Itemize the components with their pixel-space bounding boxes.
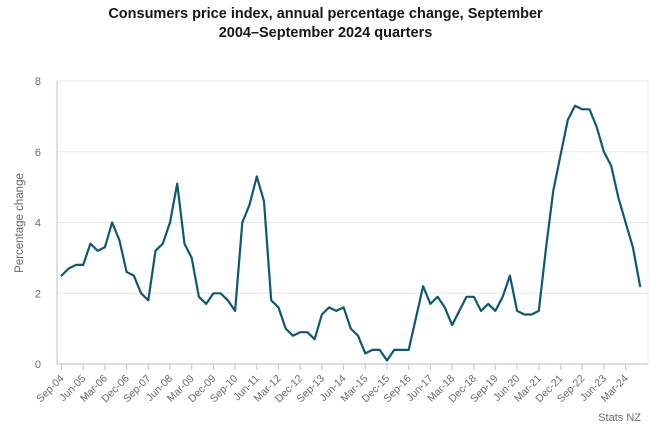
source-note: Stats NZ xyxy=(598,412,641,424)
y-tick-label: 4 xyxy=(35,218,41,230)
y-tick-label: 0 xyxy=(35,359,41,371)
y-tick-label: 8 xyxy=(35,76,41,88)
chart-title-line1: Consumers price index, annual percentage… xyxy=(108,6,543,22)
chart-title: Consumers price index, annual percentage… xyxy=(0,5,651,43)
y-tick-label: 2 xyxy=(35,288,41,300)
cpi-line-series xyxy=(60,104,642,362)
chart-title-line2: 2004–September 2024 quarters xyxy=(218,25,433,41)
y-tick-label: 6 xyxy=(35,147,41,159)
